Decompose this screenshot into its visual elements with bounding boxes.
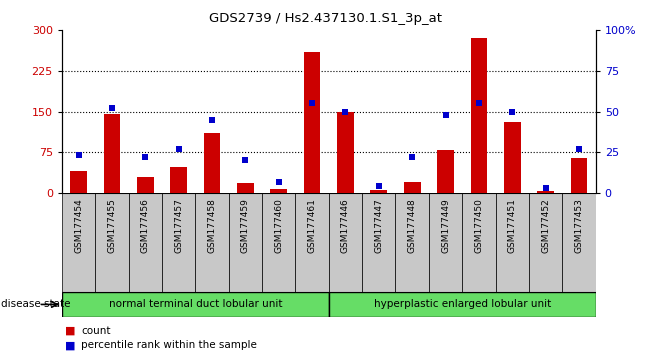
Point [240,158,251,163]
Bar [529,193,562,292]
Bar [437,149,454,193]
Bar [362,193,396,292]
Bar [370,190,387,193]
Point [273,179,284,184]
Bar [495,193,529,292]
Bar [62,292,329,317]
Point [374,184,384,189]
Bar [462,193,495,292]
Point [307,101,317,106]
Bar [396,193,429,292]
Point [574,146,584,152]
Text: ■: ■ [65,340,76,350]
Bar [537,191,554,193]
Bar [304,52,320,193]
Text: GSM177458: GSM177458 [208,198,217,253]
Text: GSM177446: GSM177446 [341,198,350,253]
Text: count: count [81,326,111,336]
Bar [195,193,229,292]
Point [340,109,351,114]
Text: GSM177447: GSM177447 [374,198,383,253]
Bar [337,112,353,193]
Text: GSM177459: GSM177459 [241,198,250,253]
Point [140,154,150,160]
Point [207,117,217,122]
Point [74,153,84,158]
Bar [70,171,87,193]
Bar [104,114,120,193]
Text: percentile rank within the sample: percentile rank within the sample [81,340,257,350]
Bar [571,158,587,193]
Bar [429,193,462,292]
Bar [62,193,95,292]
Bar [404,182,421,193]
Bar [237,183,254,193]
Bar [229,193,262,292]
Text: GSM177456: GSM177456 [141,198,150,253]
Text: GSM177453: GSM177453 [574,198,583,253]
Bar [270,189,287,193]
Text: normal terminal duct lobular unit: normal terminal duct lobular unit [109,299,282,309]
Text: GSM177448: GSM177448 [408,198,417,253]
Point [540,185,551,191]
Bar [504,122,521,193]
Text: GSM177455: GSM177455 [107,198,117,253]
Text: disease state: disease state [1,299,71,309]
Point [440,112,450,118]
Bar [204,133,220,193]
Bar [329,193,362,292]
Text: GSM177451: GSM177451 [508,198,517,253]
Text: GSM177452: GSM177452 [541,198,550,253]
Point [173,146,184,152]
Text: GSM177449: GSM177449 [441,198,450,253]
Text: GSM177460: GSM177460 [274,198,283,253]
Point [107,105,117,111]
Text: GDS2739 / Hs2.437130.1.S1_3p_at: GDS2739 / Hs2.437130.1.S1_3p_at [209,12,442,25]
Bar [471,38,487,193]
Text: GSM177461: GSM177461 [307,198,316,253]
Bar [562,193,596,292]
Text: hyperplastic enlarged lobular unit: hyperplastic enlarged lobular unit [374,299,551,309]
Bar [162,193,195,292]
Bar [128,193,162,292]
Text: ■: ■ [65,326,76,336]
Point [407,154,417,160]
Bar [95,193,129,292]
Bar [262,193,296,292]
Text: GSM177457: GSM177457 [174,198,183,253]
Text: GSM177454: GSM177454 [74,198,83,253]
Text: GSM177450: GSM177450 [475,198,484,253]
Bar [296,193,329,292]
Bar [137,177,154,193]
Bar [171,167,187,193]
Bar [329,292,596,317]
Point [474,101,484,106]
Point [507,109,518,114]
